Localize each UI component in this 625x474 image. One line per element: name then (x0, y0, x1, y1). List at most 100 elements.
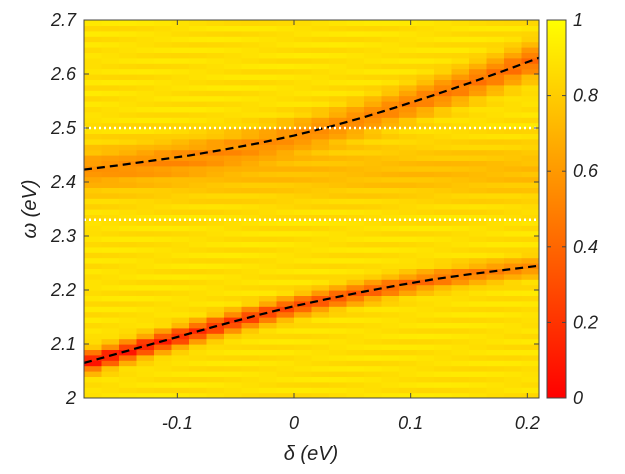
heatmap-cell (241, 41, 260, 48)
heatmap-cell (504, 117, 523, 124)
heatmap-cell (136, 133, 155, 140)
heatmap-cell (434, 111, 453, 118)
heatmap-cell (416, 133, 435, 140)
heatmap-cell (276, 106, 295, 113)
heatmap-cell (451, 47, 470, 53)
heatmap-cell (171, 187, 190, 194)
heatmap-cell (171, 171, 190, 178)
heatmap-cell (486, 165, 505, 172)
heatmap-cell (311, 284, 330, 291)
heatmap-cell (521, 47, 539, 53)
y-tick-label: 2.7 (50, 10, 77, 30)
heatmap-cell (294, 268, 313, 275)
heatmap-cell (416, 57, 435, 64)
heatmap-cell (521, 41, 539, 48)
heatmap-cell (259, 376, 278, 383)
heatmap-cell (259, 128, 278, 134)
heatmap-cell (241, 311, 260, 318)
heatmap-cell (364, 198, 383, 205)
heatmap-cell (171, 230, 190, 237)
heatmap-cell (469, 122, 488, 129)
heatmap-cell (364, 144, 383, 151)
heatmap-cell (259, 392, 278, 398)
heatmap-cell (486, 117, 505, 124)
heatmap-cell (469, 317, 488, 323)
series-line-lower-branch (84, 264, 539, 364)
heatmap-cell (469, 214, 488, 221)
heatmap-cell (451, 257, 470, 264)
heatmap-cell (259, 117, 278, 124)
heatmap-cell (154, 317, 173, 323)
heatmap-cell (259, 95, 278, 102)
heatmap-cell (521, 209, 539, 215)
heatmap-cell (469, 138, 488, 145)
heatmap-cell (434, 165, 453, 172)
heatmap-cell (101, 354, 120, 361)
heatmap-cell (241, 36, 260, 43)
heatmap-cell (119, 52, 138, 59)
heatmap-cell (434, 279, 453, 286)
heatmap-cell (171, 122, 190, 129)
heatmap-cell (504, 295, 523, 302)
heatmap-cell (469, 246, 488, 253)
heatmap-cell (434, 387, 453, 394)
heatmap-cell (399, 376, 418, 383)
heatmap-cell (364, 138, 383, 145)
heatmap-cell (416, 171, 435, 178)
heatmap-cell (206, 30, 225, 37)
heatmap-cell (364, 171, 383, 178)
heatmap-cell (276, 284, 295, 291)
heatmap-cell (119, 241, 138, 248)
heatmap-cell (521, 144, 539, 151)
heatmap-cell (434, 317, 453, 323)
heatmap-cell (259, 133, 278, 140)
heatmap-cell (521, 241, 539, 248)
heatmap-cell (521, 36, 539, 43)
heatmap-cell (294, 176, 313, 183)
heatmap-cell (136, 149, 155, 156)
heatmap-cell (136, 176, 155, 183)
heatmap-cell (189, 155, 208, 161)
heatmap-cell (136, 268, 155, 275)
heatmap-cell (364, 52, 383, 59)
heatmap-cell (381, 344, 400, 350)
heatmap-cell (119, 300, 138, 307)
heatmap-cell (189, 295, 208, 302)
heatmap-cell (364, 252, 383, 259)
heatmap-cell (119, 68, 138, 75)
heatmap-cell (434, 176, 453, 183)
axis-layer: -0.1 0 0.1 0.222.12.22.32.42.52.62.7 (50, 10, 540, 433)
heatmap-cell (259, 36, 278, 43)
heatmap-cell (451, 219, 470, 226)
heatmap-cell (504, 41, 523, 48)
heatmap-cell (294, 387, 313, 394)
heatmap-cell (311, 52, 330, 59)
heatmap-cell (451, 387, 470, 394)
heatmap-cell (259, 74, 278, 80)
heatmap-cell (381, 63, 400, 70)
heatmap-cell (119, 63, 138, 70)
heatmap-cell (399, 257, 418, 264)
heatmap-cell (346, 236, 365, 242)
heatmap-cell (154, 225, 173, 232)
heatmap-cell (311, 90, 330, 97)
heatmap-cell (469, 230, 488, 237)
heatmap-cell (381, 144, 400, 151)
heatmap-cell (171, 149, 190, 156)
heatmap-cell (521, 230, 539, 237)
heatmap-cell (399, 176, 418, 183)
heatmap-cell (119, 392, 138, 398)
heatmap-cell (329, 371, 348, 377)
heatmap-cell (259, 176, 278, 183)
heatmap-cell (311, 198, 330, 205)
heatmap-cell (469, 311, 488, 318)
heatmap-cell (101, 214, 120, 221)
heatmap-cell (171, 241, 190, 248)
heatmap-cell (381, 47, 400, 53)
heatmap-cell (136, 214, 155, 221)
heatmap-cell (329, 30, 348, 37)
heatmap-cell (399, 155, 418, 161)
heatmap-cell (84, 360, 103, 367)
heatmap-cell (224, 214, 243, 221)
heatmap-cell (469, 41, 488, 48)
